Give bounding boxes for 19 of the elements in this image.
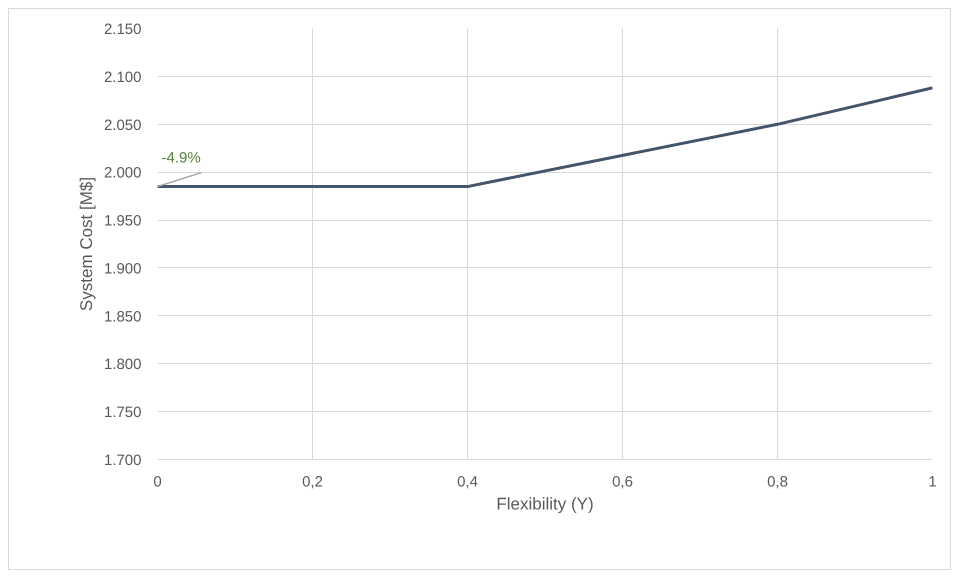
x-tick-label: 0,4 — [457, 474, 478, 490]
y-axis-title: System Cost [M$] — [76, 176, 96, 312]
annotation: -4.9% — [162, 150, 201, 167]
y-tick-label: 1.900 — [104, 260, 142, 278]
y-tick-label: 2.150 — [104, 21, 142, 38]
y-tick-label: 1.800 — [104, 356, 142, 374]
y-tick-label: 1.700 — [104, 452, 142, 469]
y-tick-label: 1.950 — [104, 212, 142, 230]
x-tick-label: 0,6 — [612, 474, 633, 490]
y-tick-label: 2.000 — [104, 164, 142, 182]
y-tick-label: 2.100 — [104, 68, 142, 86]
x-tick-label: 0,8 — [767, 474, 788, 490]
x-tick-label: 0 — [153, 474, 162, 490]
x-tick-label: 0,2 — [302, 474, 323, 490]
x-tick-label: 1 — [928, 474, 937, 490]
y-tick-label: 1.750 — [104, 404, 142, 422]
y-tick-label: 1.850 — [104, 308, 142, 326]
y-tick-label: 2.050 — [104, 116, 142, 134]
x-axis-title: Flexibility (Y) — [496, 494, 594, 514]
